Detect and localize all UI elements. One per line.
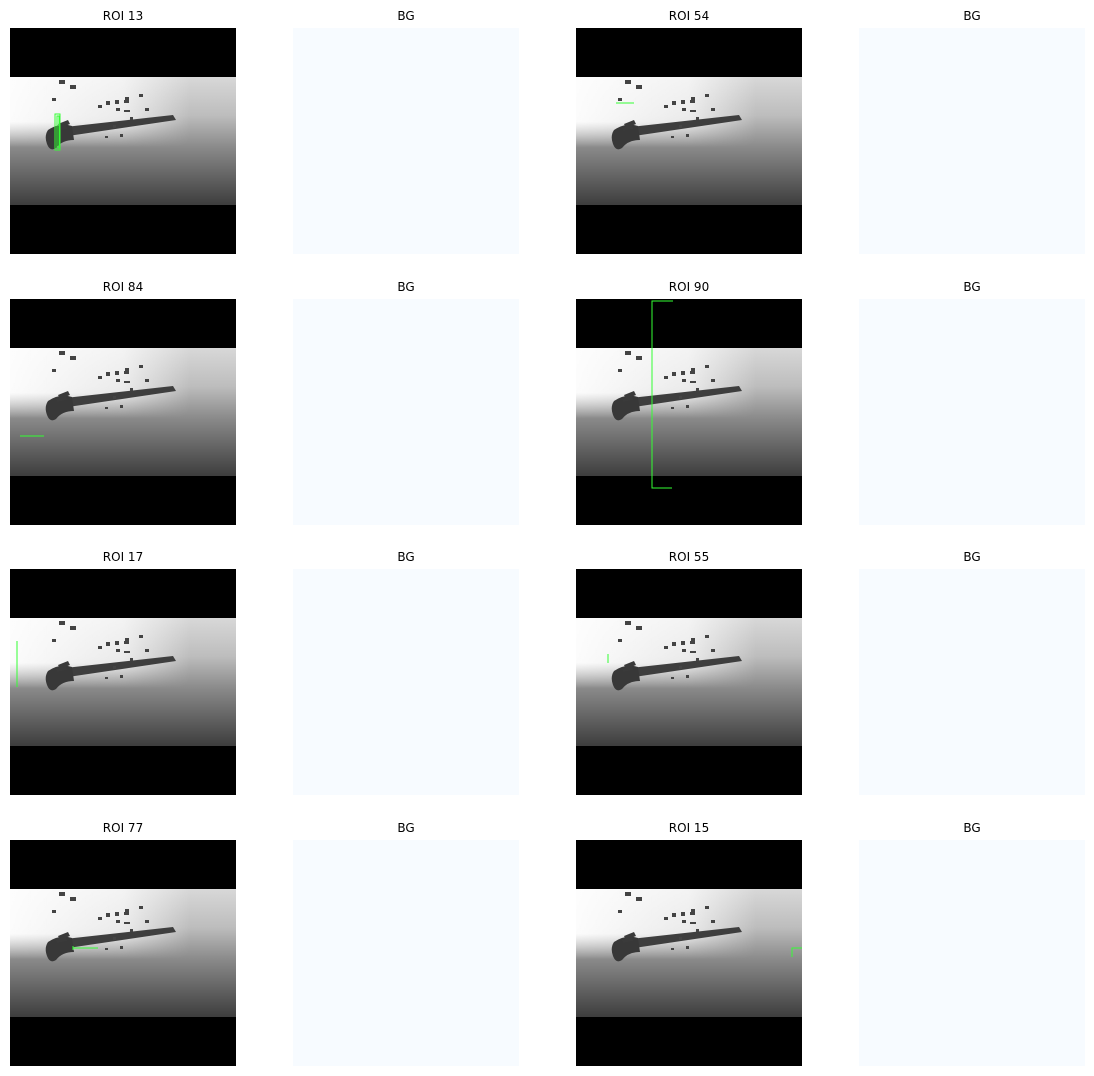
bg-image	[293, 28, 519, 254]
panel-title: BG	[963, 821, 980, 835]
panel-title: BG	[963, 9, 980, 23]
panel: ROI 84	[10, 280, 236, 525]
panel: BG	[859, 9, 1085, 254]
bg-image	[859, 28, 1085, 254]
roi-image	[576, 840, 802, 1066]
roi-box	[54, 113, 61, 151]
panel: ROI 17	[10, 550, 236, 795]
panel: BG	[859, 280, 1085, 525]
panel: ROI 15	[576, 821, 802, 1066]
panel-title: BG	[963, 550, 980, 564]
panel: BG	[859, 821, 1085, 1066]
roi-image	[10, 28, 236, 254]
bg-image	[859, 299, 1085, 525]
roi-image	[576, 569, 802, 795]
panel-title: ROI 77	[103, 821, 143, 835]
roi-box	[651, 300, 673, 489]
roi-image	[10, 840, 236, 1066]
panel-title: ROI 15	[669, 821, 709, 835]
bg-image	[859, 569, 1085, 795]
panel: BG	[859, 550, 1085, 795]
panel-title: ROI 90	[669, 280, 709, 294]
panel: BG	[293, 550, 519, 795]
roi-box	[56, 115, 60, 149]
panel-title: ROI 84	[103, 280, 143, 294]
roi-image	[10, 569, 236, 795]
bg-image	[293, 299, 519, 525]
panel-title: ROI 54	[669, 9, 709, 23]
panel: BG	[293, 9, 519, 254]
panel: BG	[293, 821, 519, 1066]
panel: ROI 54	[576, 9, 802, 254]
bg-image	[859, 840, 1085, 1066]
panel: ROI 90	[576, 280, 802, 525]
panel: ROI 55	[576, 550, 802, 795]
panel-title: BG	[397, 9, 414, 23]
roi-image	[10, 299, 236, 525]
panel-title: ROI 55	[669, 550, 709, 564]
panel-title: BG	[397, 550, 414, 564]
panel-title: ROI 17	[103, 550, 143, 564]
panel-title: BG	[397, 280, 414, 294]
panel: ROI 13	[10, 9, 236, 254]
panel: BG	[293, 280, 519, 525]
bg-image	[293, 569, 519, 795]
panel: ROI 77	[10, 821, 236, 1066]
roi-box	[791, 947, 802, 957]
panel-title: ROI 13	[103, 9, 143, 23]
roi-image	[576, 28, 802, 254]
bg-image	[293, 840, 519, 1066]
panel-title: BG	[397, 821, 414, 835]
roi-image	[576, 299, 802, 525]
panel-title: BG	[963, 280, 980, 294]
